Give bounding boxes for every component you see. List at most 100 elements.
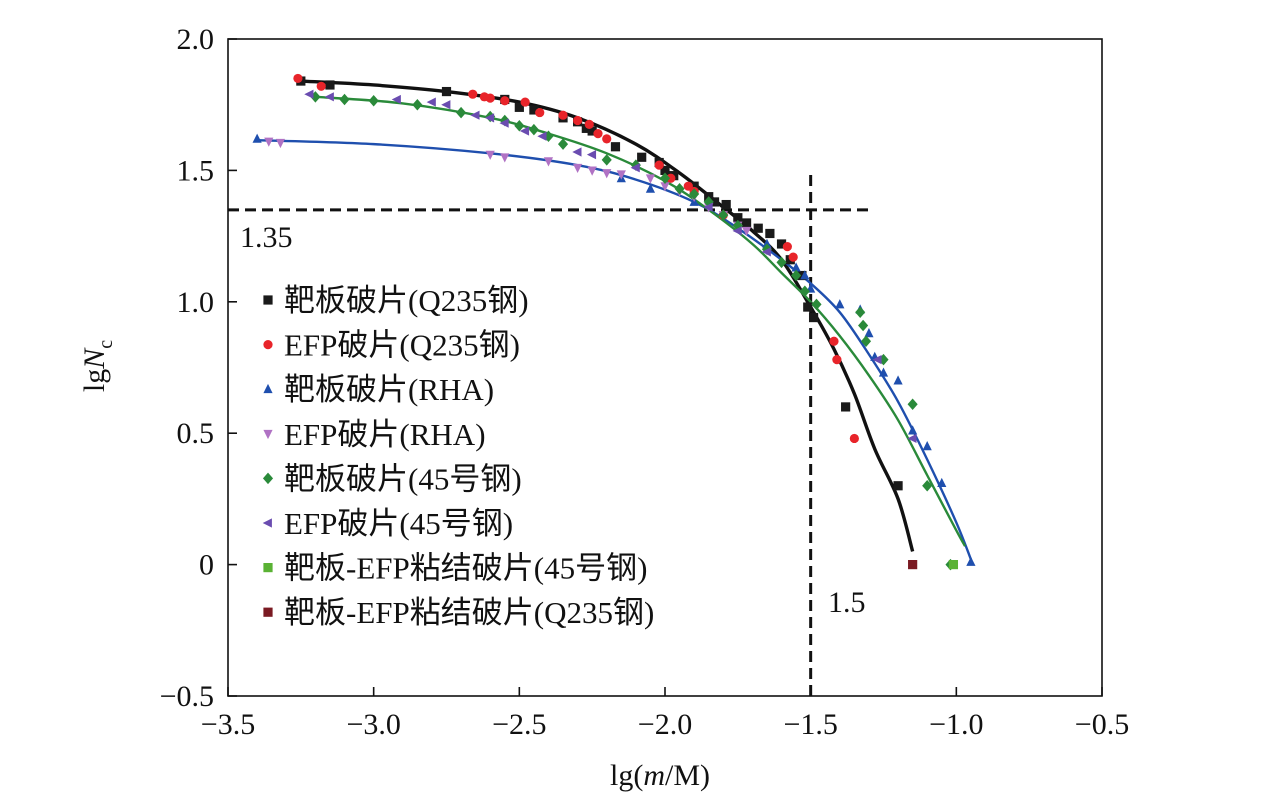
data-point: [470, 110, 480, 120]
data-point: [316, 81, 326, 91]
x-axis-label: lg(m/M): [610, 759, 710, 792]
y-axis-label: lgNc: [78, 340, 117, 392]
reference-line-label-1.35: 1.35: [240, 221, 293, 254]
data-points: [252, 73, 976, 571]
y-tick-label: 2.0: [177, 23, 215, 56]
data-point: [709, 197, 720, 207]
x-tick-label: −3.0: [346, 708, 400, 741]
data-point: [753, 223, 763, 233]
data-point: [325, 80, 335, 90]
data-point: [535, 107, 545, 118]
y-tick-label: 1.0: [177, 286, 215, 319]
data-point: [733, 213, 743, 223]
data-point: [732, 226, 742, 236]
legend-marker: [263, 607, 273, 617]
data-point: [339, 93, 350, 106]
data-point: [878, 353, 889, 366]
data-point: [811, 298, 822, 311]
series-6: [304, 89, 917, 444]
data-point: [543, 157, 554, 167]
series-8: [908, 560, 918, 570]
data-point: [572, 147, 582, 157]
data-point: [791, 262, 801, 272]
data-point: [860, 335, 872, 347]
series-2: [293, 73, 859, 444]
data-point: [500, 153, 510, 163]
y-tick-label: 0: [199, 549, 214, 582]
data-point: [520, 97, 530, 107]
data-point: [602, 169, 612, 179]
data-point: [835, 299, 845, 309]
data-point: [762, 238, 772, 248]
data-point: [593, 129, 603, 139]
legend-marker: [262, 472, 274, 485]
data-point: [537, 131, 547, 141]
data-point: [485, 93, 495, 103]
data-point: [948, 560, 959, 570]
legend-label: EFP破片(Q235钢): [284, 328, 520, 363]
data-point: [264, 137, 274, 147]
legend-label: EFP破片(45号钢): [284, 506, 513, 541]
data-point: [637, 152, 647, 162]
data-point: [584, 119, 594, 130]
data-point: [529, 105, 539, 115]
data-point: [922, 441, 932, 451]
y-tick-label: 1.5: [177, 154, 215, 187]
data-point: [782, 242, 792, 252]
data-point: [841, 402, 851, 412]
y-tick-label: −0.5: [160, 680, 214, 713]
data-point: [689, 181, 699, 191]
data-point: [797, 270, 807, 281]
data-point: [689, 188, 700, 200]
data-point: [610, 142, 621, 152]
legend-marker: [263, 429, 273, 440]
data-point: [803, 302, 813, 312]
x-tick-label: −2.0: [638, 708, 692, 741]
data-point: [761, 247, 771, 257]
data-point: [718, 209, 729, 221]
x-tick-label: −0.5: [1075, 708, 1129, 741]
data-point: [907, 433, 917, 444]
data-point: [558, 110, 568, 120]
data-point: [864, 328, 874, 338]
data-point: [484, 113, 495, 123]
data-point: [776, 239, 787, 249]
data-point: [799, 285, 810, 298]
x-ticks: −3.5 −3.0 −2.5 −2.0 −1.5 −1.0 −0.5: [201, 687, 1129, 741]
data-point: [741, 226, 752, 237]
data-point: [514, 119, 525, 132]
data-point: [602, 134, 612, 144]
data-point: [573, 115, 583, 126]
data-point: [519, 126, 530, 136]
y-ticks: −0.5 0 0.5 1.0 1.5 2.0: [160, 23, 237, 713]
series-7: [948, 560, 959, 570]
data-point: [587, 126, 597, 136]
reference-line-label-1.5: 1.5: [828, 586, 866, 619]
data-point: [878, 367, 889, 377]
legend-label: EFP破片(RHA): [284, 417, 486, 452]
data-point: [293, 73, 303, 84]
reference-lines: [228, 170, 869, 696]
y-tick-label: 0.5: [177, 417, 215, 450]
data-point: [893, 375, 903, 385]
data-point: [252, 133, 262, 143]
data-point: [776, 256, 787, 269]
data-point: [829, 336, 839, 346]
data-point: [441, 86, 452, 97]
legend-marker: [262, 518, 272, 528]
legend-label: 靶板破片(45号钢): [284, 461, 522, 496]
data-point: [907, 398, 918, 411]
data-point: [660, 182, 670, 192]
legend: 靶板破片(Q235钢) EFP破片(Q235钢) 靶板破片(RHA) EFP破片(RH…: [262, 283, 654, 630]
data-point: [275, 138, 286, 149]
data-point: [468, 89, 478, 99]
data-point: [721, 199, 731, 210]
data-point: [908, 560, 918, 570]
x-tick-label: −1.0: [929, 708, 983, 741]
data-point: [908, 425, 918, 435]
data-point: [587, 166, 597, 176]
data-point: [893, 481, 903, 491]
data-point: [832, 355, 842, 365]
data-point: [601, 154, 612, 166]
data-point: [645, 174, 656, 184]
